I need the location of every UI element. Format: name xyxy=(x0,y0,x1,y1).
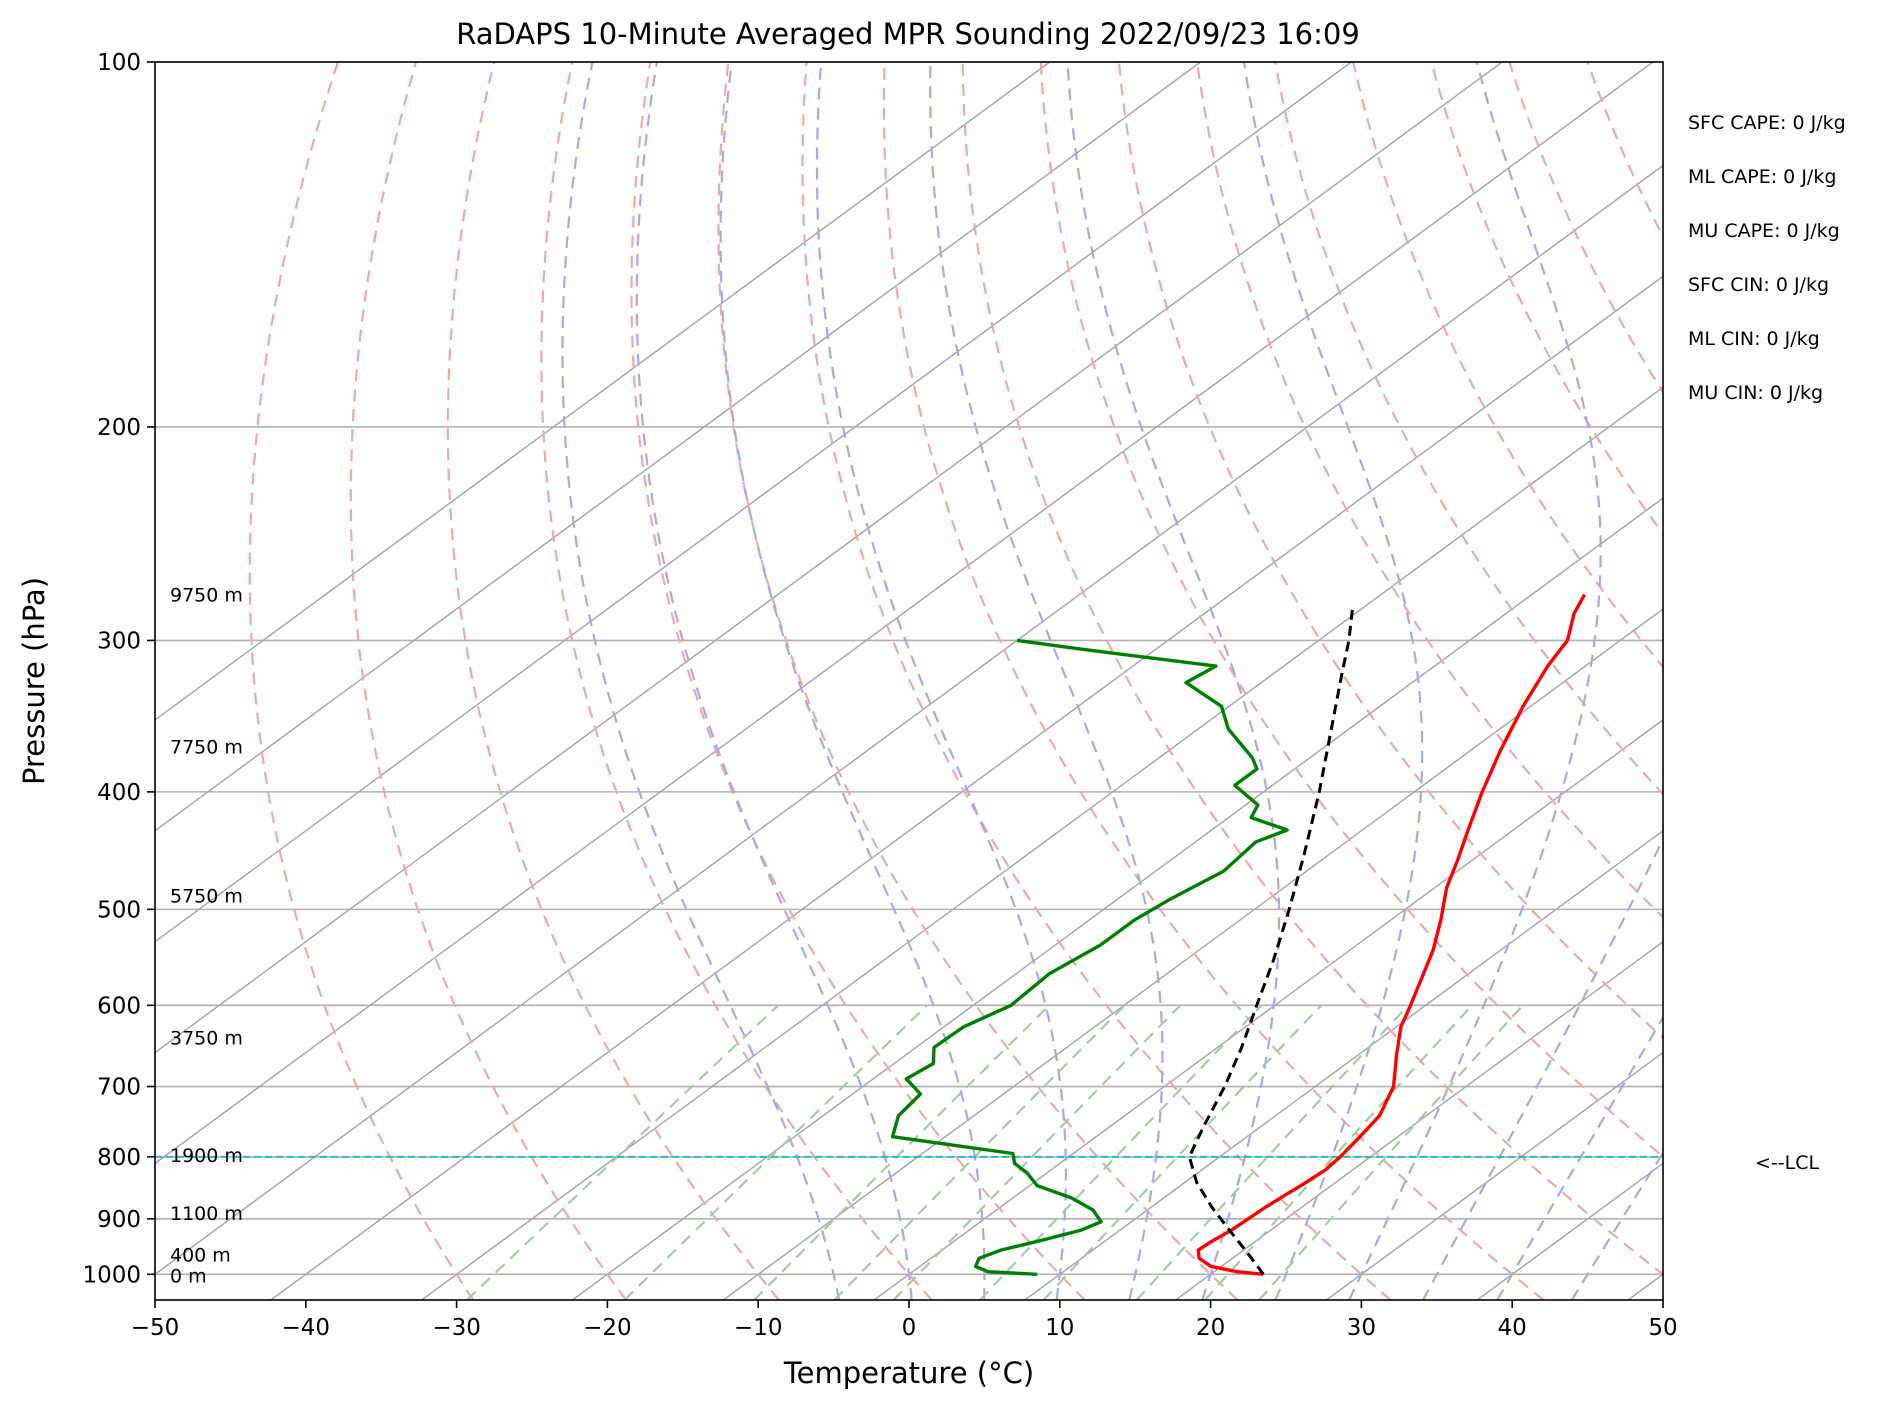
height-labels-layer: 9750 m 7750 m 5750 m 3750 m 1900 m 1100 m 400 … xyxy=(170,585,243,1288)
lcl-label: <--LCL xyxy=(1755,1152,1819,1174)
isotherm-line--80 xyxy=(155,62,1352,943)
mixing-ratio-line-6 xyxy=(979,1004,1263,1300)
parcel-profile-line xyxy=(1187,603,1355,1276)
isotherm-line-20 xyxy=(1175,940,1663,1300)
mixing-ratio-line-1 xyxy=(623,1004,928,1300)
isotherm-line--10 xyxy=(722,608,1663,1300)
lcl-layer: <--LCL xyxy=(155,1152,1819,1174)
dry-adiabat-0 xyxy=(540,62,933,1300)
stability-index-text: SFC CIN: 0 J/kg xyxy=(1688,274,1829,296)
x-tick-label: 30 xyxy=(1347,1315,1376,1341)
mixing-ratio-line-0.4 xyxy=(466,1004,779,1300)
isotherm-line--20 xyxy=(572,497,1663,1300)
temperature-profile-line xyxy=(1196,593,1587,1276)
height-label: 1900 m xyxy=(170,1145,243,1167)
isotherm-line-30 xyxy=(1326,1051,1663,1300)
isotherm-line--100 xyxy=(155,62,1051,721)
moist-adiabat-25 xyxy=(1242,62,1424,1300)
height-label: 0 m xyxy=(170,1265,207,1287)
stability-index-text: MU CAPE: 0 J/kg xyxy=(1688,220,1840,242)
x-tick-label: −50 xyxy=(131,1315,180,1341)
y-tick-label: 500 xyxy=(97,897,141,923)
height-label: 1100 m xyxy=(170,1203,243,1225)
isotherm-line-0 xyxy=(873,718,1663,1300)
dry-adiabat-80 xyxy=(1196,62,1663,919)
isotherm-line--60 xyxy=(155,62,1654,1165)
moist-adiabat--5 xyxy=(561,62,841,1300)
x-tick-label: 40 xyxy=(1498,1315,1527,1341)
x-tick-label: 20 xyxy=(1196,1315,1225,1341)
y-tick-label: 700 xyxy=(97,1075,141,1101)
height-label: 400 m xyxy=(170,1244,231,1266)
y-tick-label: 1000 xyxy=(82,1262,141,1288)
y-tick-label: 100 xyxy=(97,50,141,76)
mixing-ratio-line-4 xyxy=(892,1004,1182,1300)
stability-index-text: SFC CAPE: 0 J/kg xyxy=(1688,112,1846,134)
dry-adiabat-20 xyxy=(717,62,1239,1300)
dry-adiabat-70 xyxy=(1117,62,1663,1040)
ticks-layer: −50 −40 −30 −20 −10 0 10 20 30 40 50 100 200 300 400 50… xyxy=(82,50,1677,1341)
y-tick-label: 200 xyxy=(97,415,141,441)
isotherm-line-10 xyxy=(1024,829,1663,1300)
isotherm-line--40 xyxy=(270,275,1663,1300)
dry-adiabat--20 xyxy=(349,62,627,1300)
stability-index-text: ML CAPE: 0 J/kg xyxy=(1688,166,1836,188)
dewpoint-profile-line xyxy=(890,638,1289,1276)
x-tick-label: −40 xyxy=(282,1315,331,1341)
stability-index-text: MU CIN: 0 J/kg xyxy=(1688,382,1823,404)
reference-lines-layer xyxy=(155,62,1663,1300)
isotherm-line--90 xyxy=(155,62,1201,832)
y-tick-label: 300 xyxy=(97,628,141,654)
height-label: 3750 m xyxy=(170,1028,243,1050)
mixing-ratio-line-3 xyxy=(833,1004,1126,1300)
dry-adiabat-60 xyxy=(1039,62,1663,1158)
isotherm-line--30 xyxy=(421,386,1663,1300)
x-tick-label: −30 xyxy=(432,1315,481,1341)
dry-adiabat-10 xyxy=(630,62,1086,1300)
chart-title: RaDAPS 10-Minute Averaged MPR Sounding 2… xyxy=(456,17,1360,51)
x-tick-label: −10 xyxy=(734,1315,783,1341)
moist-adiabat-5 xyxy=(719,62,986,1300)
moist-adiabat-20 xyxy=(1066,62,1281,1300)
x-tick-label: 50 xyxy=(1648,1315,1677,1341)
stability-index-text: ML CIN: 0 J/kg xyxy=(1688,328,1820,350)
x-tick-label: 10 xyxy=(1045,1315,1074,1341)
height-label: 7750 m xyxy=(170,737,243,759)
x-tick-label: 0 xyxy=(902,1315,917,1341)
isotherm-line--70 xyxy=(155,62,1503,1054)
height-label: 9750 m xyxy=(170,585,243,607)
y-tick-label: 600 xyxy=(97,993,141,1019)
x-axis-label: Temperature (°C) xyxy=(783,1356,1034,1390)
dry-adiabat-30 xyxy=(801,62,1392,1300)
y-axis-label: Pressure (hPa) xyxy=(17,577,51,785)
indices-layer: SFC CAPE: 0 J/kg ML CAPE: 0 J/kg MU CAPE: … xyxy=(1688,112,1846,404)
mixing-ratio-line-2 xyxy=(753,1004,1050,1300)
x-tick-label: −20 xyxy=(583,1315,632,1341)
profiles-layer xyxy=(890,593,1587,1276)
y-tick-label: 400 xyxy=(97,780,141,806)
moist-adiabat-15 xyxy=(929,62,1164,1300)
moist-adiabat-0 xyxy=(635,62,913,1300)
dry-adiabat-40 xyxy=(882,62,1545,1300)
isotherm-line--50 xyxy=(155,164,1663,1276)
y-tick-label: 800 xyxy=(97,1145,141,1171)
mixing-ratio-line-20 xyxy=(1258,1004,1524,1300)
dry-adiabat--30 xyxy=(248,62,475,1300)
height-label: 5750 m xyxy=(170,885,243,907)
y-tick-label: 900 xyxy=(97,1207,141,1233)
moist-adiabat-45 xyxy=(1570,1150,1663,1300)
moist-adiabat-30 xyxy=(1348,62,1602,1300)
